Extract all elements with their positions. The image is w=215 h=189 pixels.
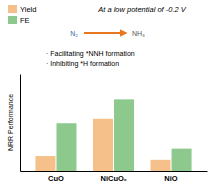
legend-item: Yield	[8, 5, 36, 14]
x-tick: NiCuOₓ	[100, 174, 126, 183]
legend-label: Yield	[20, 5, 36, 14]
title: At a low potential of -0.2 V	[97, 5, 187, 14]
bar	[93, 119, 113, 171]
x-tick-label: CuO	[48, 174, 64, 183]
y-axis-title: NRR Performance	[7, 94, 14, 151]
x-axis-line	[21, 171, 208, 172]
chart: At a low potential of -0.2 V Yield FE · Fac…	[0, 0, 215, 189]
bar	[114, 99, 134, 171]
bar	[35, 156, 55, 171]
legend-swatch	[8, 5, 17, 13]
legend-item: FE	[8, 16, 30, 25]
plot: CuO NiCuOₓ NiO	[21, 75, 208, 184]
y-axis-line	[20, 75, 21, 172]
x-tick: CuO	[48, 174, 64, 183]
reaction-arrow	[84, 32, 126, 34]
legend-swatch	[8, 16, 17, 24]
bar	[56, 123, 76, 171]
annotation: N₂	[70, 30, 78, 37]
x-axis: CuO NiCuOₓ NiO	[21, 172, 208, 184]
legend: Yield FE	[8, 5, 36, 25]
annotation: · Inhibiting *H formation	[46, 60, 119, 68]
x-tick: NiO	[164, 174, 178, 183]
x-tick-label: NiCuOₓ	[100, 174, 126, 183]
bars	[35, 99, 191, 171]
annotation: · Facilitating *NNH formation	[46, 50, 135, 58]
x-tick-label: NiO	[164, 174, 178, 183]
bar	[151, 160, 171, 171]
legend-label: FE	[20, 16, 30, 25]
y-axis	[20, 75, 21, 172]
bar	[172, 149, 192, 171]
annotation: NH₃	[132, 30, 145, 37]
